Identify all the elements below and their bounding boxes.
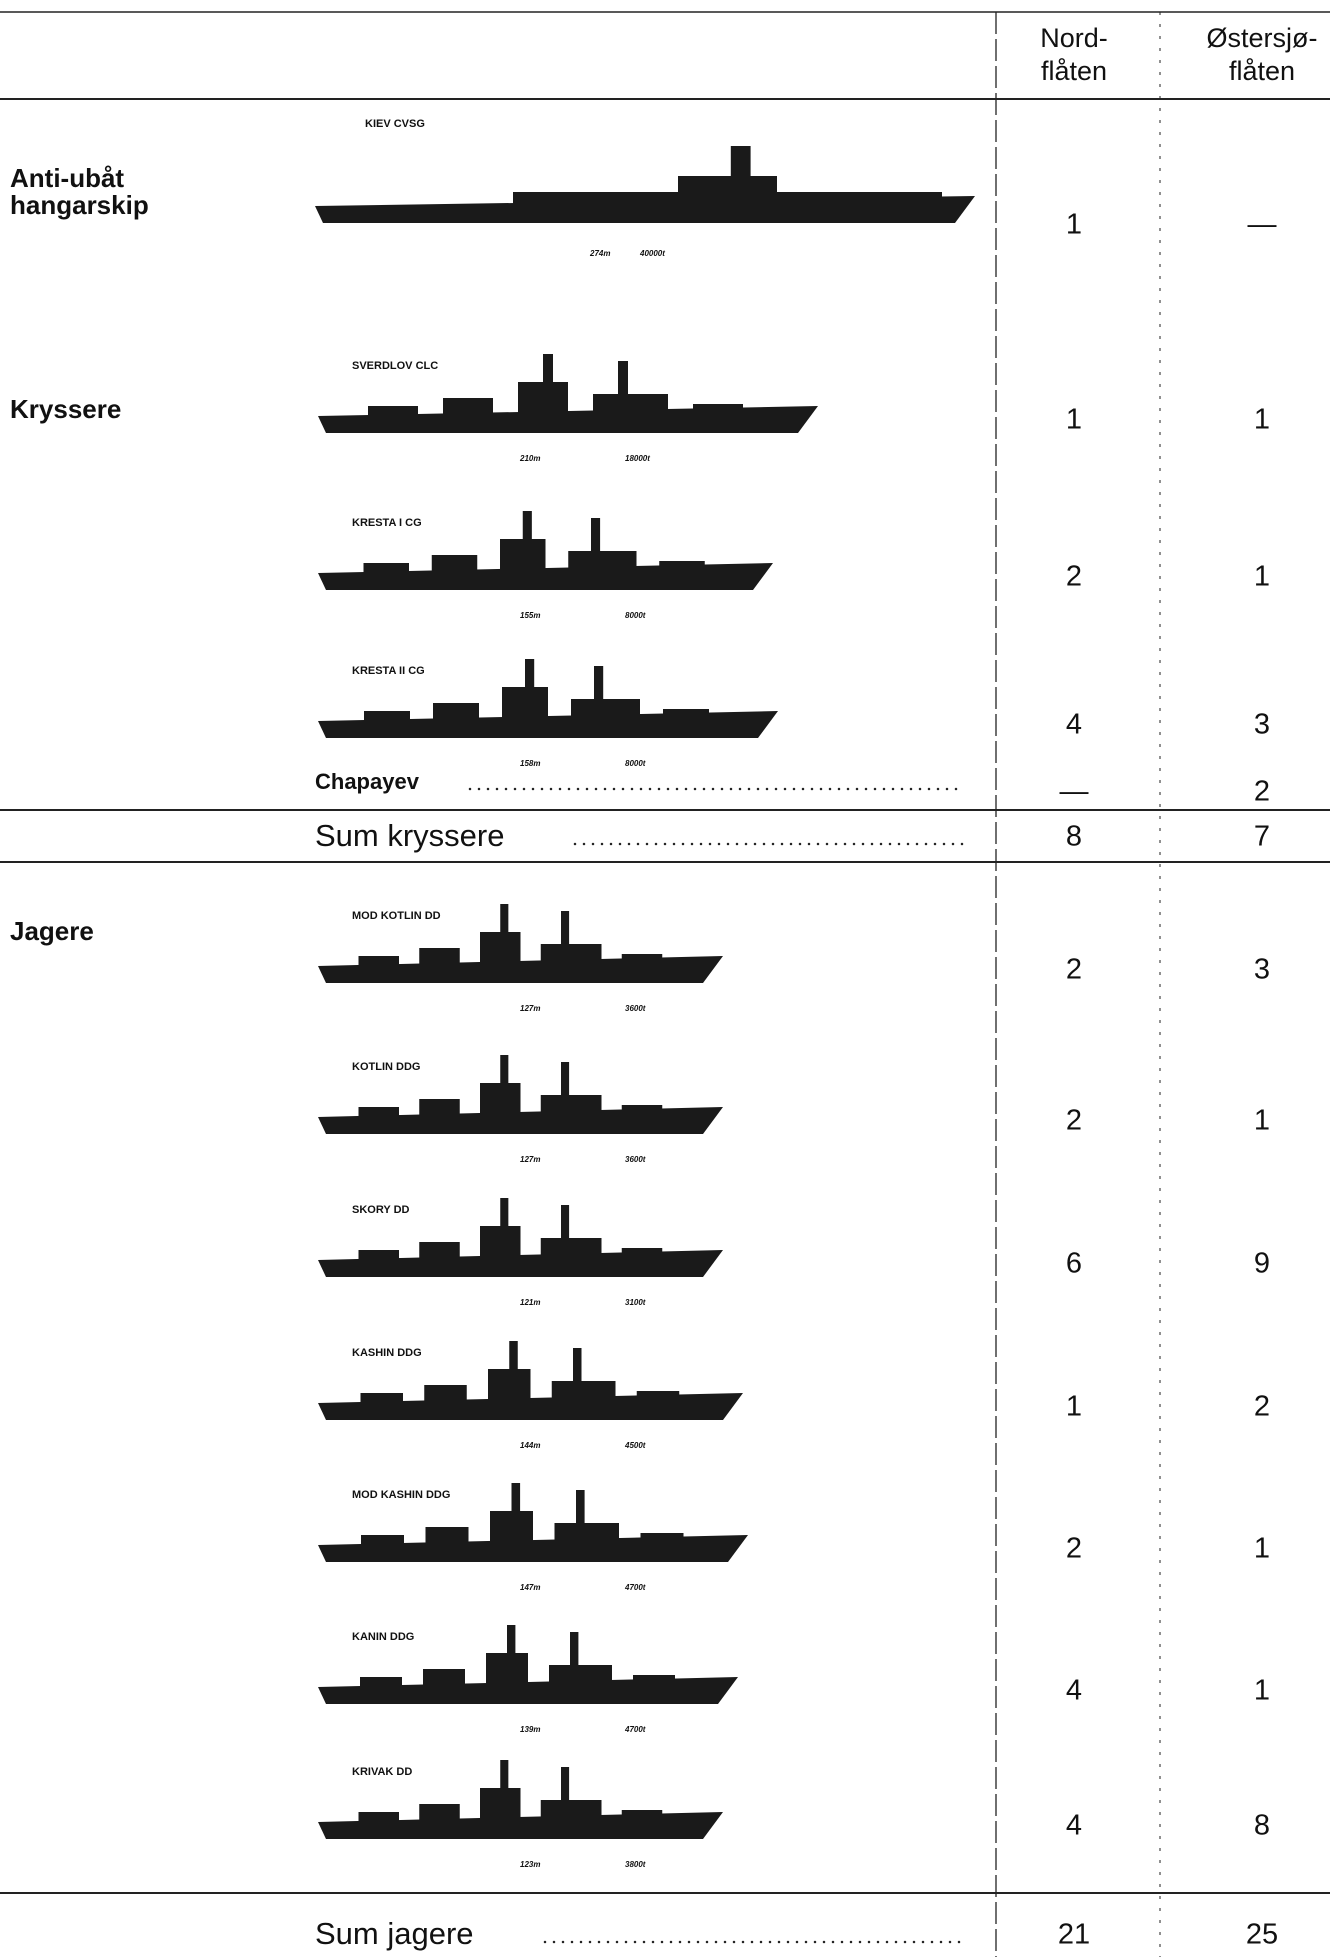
ship-length: 121m (520, 1298, 540, 1307)
count: 2 (1066, 954, 1082, 986)
ship-length: 274m (589, 249, 610, 258)
ship-tonnage: 3600t (625, 1155, 646, 1164)
count: 2 (1066, 561, 1082, 593)
ship-name: KRESTA I CG (352, 517, 422, 529)
ship-length: 144m (520, 1441, 540, 1450)
ship-silhouette (315, 146, 975, 223)
ship-length: 147m (520, 1583, 540, 1592)
ship-length: 139m (520, 1725, 540, 1734)
ship-tonnage: 8000t (625, 611, 646, 620)
rules (0, 11, 1330, 1957)
sum-label: Sum kryssere (315, 818, 504, 853)
ship-silhouette (318, 1760, 723, 1839)
column-header: flåten (1229, 56, 1295, 86)
section-label: Jagere (10, 916, 94, 946)
ship-silhouette (318, 904, 723, 983)
ship-name: KASHIN DDG (352, 1347, 422, 1359)
ship-name: KANIN DDG (352, 1631, 414, 1643)
count: 4 (1066, 1675, 1082, 1707)
count: 1 (1254, 1675, 1270, 1707)
ship-silhouette (318, 659, 778, 738)
ship-silhouette (318, 1055, 723, 1134)
ship-silhouette (318, 1341, 743, 1420)
count: 6 (1066, 1248, 1082, 1280)
ship-name: Chapayev (315, 769, 420, 794)
ship-name: SVERDLOV CLC (352, 360, 438, 372)
ship-silhouette (318, 1198, 723, 1277)
ship-silhouette (318, 1625, 738, 1704)
column-header: flåten (1041, 56, 1107, 86)
count: 1 (1254, 1533, 1270, 1565)
ship-name: MOD KASHIN DDG (352, 1489, 450, 1501)
count: 2 (1066, 1533, 1082, 1565)
count: 1 (1066, 404, 1082, 436)
ship-name: KRIVAK DD (352, 1766, 412, 1778)
ship-length: 155m (520, 611, 540, 620)
column-header: Nord- (1040, 23, 1108, 53)
ship-silhouette (318, 354, 818, 433)
section-label: Kryssere (10, 394, 121, 424)
count: 1 (1254, 561, 1270, 593)
ship-silhouette (318, 1483, 748, 1562)
ship-tonnage: 18000t (625, 454, 650, 463)
count: — (1060, 776, 1089, 808)
count: 1 (1066, 209, 1082, 241)
count: 3 (1254, 954, 1270, 986)
count: 25 (1246, 1919, 1278, 1951)
ship-name: KRESTA II CG (352, 665, 425, 677)
count: 4 (1066, 1810, 1082, 1842)
count: 2 (1254, 776, 1270, 808)
ship-tonnage: 40000t (639, 249, 665, 258)
ship-tonnage: 4500t (624, 1441, 646, 1450)
ship-tonnage: 3600t (625, 1004, 646, 1013)
ship-tonnage: 3100t (625, 1298, 646, 1307)
count: — (1248, 209, 1277, 241)
ship-length: 127m (520, 1004, 540, 1013)
count: 1 (1066, 1391, 1082, 1423)
count: 7 (1254, 821, 1270, 853)
ship-name: SKORY DD (352, 1204, 410, 1216)
count: 2 (1254, 1391, 1270, 1423)
ship-name: KIEV CVSG (365, 118, 425, 130)
count: 4 (1066, 709, 1082, 741)
count: 9 (1254, 1248, 1270, 1280)
ship-tonnage: 3800t (625, 1860, 646, 1869)
ship-tonnage: 4700t (624, 1583, 646, 1592)
ship-length: 127m (520, 1155, 540, 1164)
ship-silhouette (318, 511, 773, 590)
ship-length: 158m (520, 759, 540, 768)
ship-tonnage: 8000t (625, 759, 646, 768)
count: 8 (1254, 1810, 1270, 1842)
sum-label: Sum jagere (315, 1916, 474, 1951)
ship-name: MOD KOTLIN DD (352, 910, 441, 922)
ship-name: KOTLIN DDG (352, 1061, 420, 1073)
count: 21 (1058, 1919, 1090, 1951)
count: 8 (1066, 821, 1082, 853)
ship-tonnage: 4700t (624, 1725, 646, 1734)
count: 2 (1066, 1105, 1082, 1137)
count: 3 (1254, 709, 1270, 741)
ship-length: 210m (519, 454, 540, 463)
section-label: Anti-ubåt (10, 163, 124, 193)
count: 1 (1254, 1105, 1270, 1137)
count: 1 (1254, 404, 1270, 436)
section-label: hangarskip (10, 190, 149, 220)
ship-length: 123m (520, 1860, 540, 1869)
column-header: Østersjø- (1207, 23, 1318, 53)
